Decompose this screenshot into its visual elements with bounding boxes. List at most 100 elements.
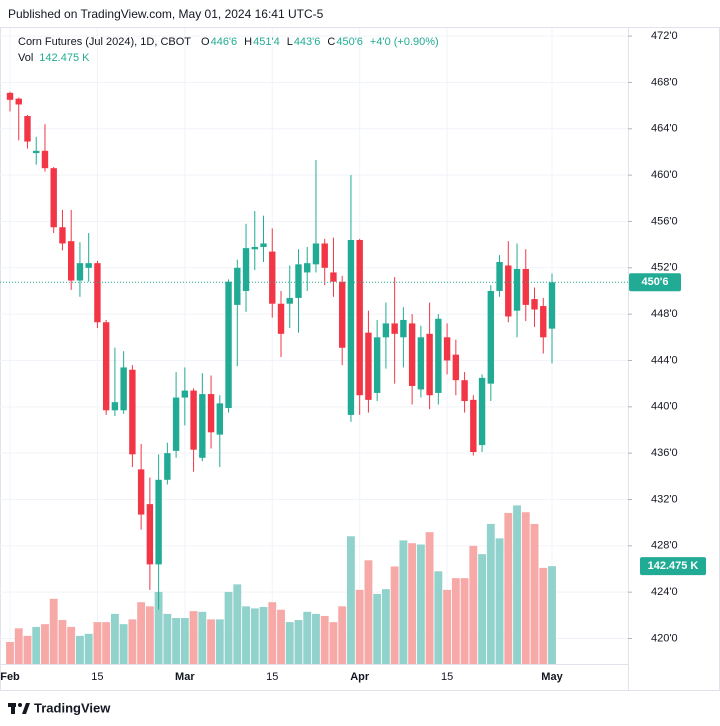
candle-body <box>452 354 460 381</box>
candle-body <box>531 299 538 310</box>
volume-bar <box>347 536 355 664</box>
candle-body <box>391 323 398 334</box>
volume-bar <box>320 615 329 664</box>
volume-bar <box>399 540 408 664</box>
y-tick-label: 428'0 <box>651 540 678 552</box>
candle-body <box>50 168 57 228</box>
volume-bar <box>469 545 478 664</box>
volume-bar <box>67 626 76 664</box>
volume-bar <box>242 606 250 664</box>
volume-bar <box>548 566 556 664</box>
candle-body <box>312 243 320 265</box>
volume-bar <box>294 620 303 664</box>
candle-body <box>137 469 145 515</box>
candle-body <box>417 337 425 390</box>
candle-body <box>41 150 49 169</box>
candle-body <box>461 380 468 402</box>
volume-bar <box>390 566 399 664</box>
volume-label: 142.475 K <box>648 560 699 572</box>
volume-bar <box>259 607 268 664</box>
legend-change: +4'0 (+0.90%) <box>370 36 439 48</box>
candle-body <box>207 394 215 433</box>
volume-bar <box>381 589 390 664</box>
volume-bar <box>530 523 539 664</box>
volume-bar <box>451 578 460 664</box>
y-tick-label: 464'0 <box>651 123 678 135</box>
y-tick-label: 424'0 <box>651 586 678 598</box>
volume-bar <box>434 571 443 664</box>
legend: Corn Futures (Jul 2024), 1D, CBOT O 446'6 H… <box>18 36 439 64</box>
volume-bar <box>49 598 58 664</box>
x-tick-label: May <box>541 671 563 683</box>
candle-body <box>146 504 154 565</box>
candle-body <box>540 306 547 338</box>
candle-body <box>408 323 416 386</box>
brand: TradingView <box>34 700 111 715</box>
volume-bar <box>128 619 137 664</box>
y-tick-label: 456'0 <box>651 215 678 227</box>
candle-body <box>373 337 381 393</box>
volume-bar <box>486 523 495 664</box>
legend-key: O <box>201 36 210 48</box>
plot: 420'0 424'0 428'0 432'0 436'0 440'0 444'0 448'0… <box>0 28 706 683</box>
candle-body <box>172 397 180 451</box>
legend-symbol: Corn Futures (Jul 2024), 1D, CBOT <box>18 36 191 48</box>
candle-body <box>129 369 136 455</box>
candle-body <box>269 251 276 304</box>
candle-body <box>286 297 293 304</box>
volume-bar <box>478 554 486 664</box>
candle-body <box>216 403 224 435</box>
candle-body <box>155 479 162 565</box>
legend-value: 451'4 <box>253 36 280 48</box>
volume-bar <box>364 560 373 664</box>
price-label-box <box>629 273 681 292</box>
volume-bar <box>172 617 181 664</box>
volume-bar <box>416 544 425 664</box>
volume-bar <box>250 608 259 664</box>
candle-body <box>496 262 503 291</box>
volume-label-box <box>640 557 706 576</box>
candle-body <box>181 390 189 398</box>
volume-bar <box>268 602 277 664</box>
volume-bar <box>84 633 93 664</box>
y-tick-label: 432'0 <box>651 493 678 505</box>
candle-body <box>435 318 442 393</box>
legend-volume-name: Vol <box>18 52 33 64</box>
volume-bar <box>119 624 128 664</box>
y-tick-label: 440'0 <box>651 401 678 413</box>
candle-body <box>277 303 285 334</box>
volume-bar <box>110 613 119 664</box>
volume-bar <box>338 606 347 664</box>
volume-bar <box>277 609 285 664</box>
candle-body <box>338 281 346 348</box>
y-tick-label: 420'0 <box>651 632 678 644</box>
volume-bar <box>41 624 49 664</box>
y-tick-label: 444'0 <box>651 354 678 366</box>
volume-bar <box>504 512 513 664</box>
candle-body <box>365 332 372 400</box>
candle-body <box>67 241 75 281</box>
logo <box>8 703 30 714</box>
legend-key: L <box>287 36 293 48</box>
candle-body <box>102 322 110 411</box>
volume-bar <box>329 622 338 664</box>
candle-body <box>443 337 451 361</box>
x-tick-label: 15 <box>91 671 103 683</box>
candle-body <box>24 116 31 142</box>
x-tick-label: 15 <box>266 671 278 683</box>
volume-bar <box>443 589 452 664</box>
volume-bar <box>145 606 154 664</box>
volume-bar <box>495 538 504 664</box>
candle-body <box>251 246 258 250</box>
volume-bar <box>14 628 23 664</box>
volume-bar <box>373 593 382 664</box>
legend-value: 446'6 <box>211 36 238 48</box>
legend-value: 443'6 <box>294 36 321 48</box>
volume-bar <box>539 567 548 664</box>
candle-body <box>242 248 250 291</box>
y-tick-label: 436'0 <box>651 447 678 459</box>
candle-body <box>199 394 206 458</box>
volume-bar <box>312 613 320 664</box>
volume-bar <box>460 578 469 664</box>
